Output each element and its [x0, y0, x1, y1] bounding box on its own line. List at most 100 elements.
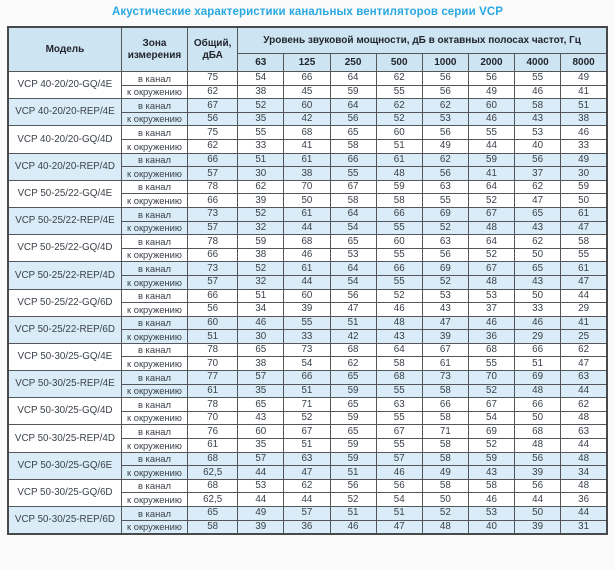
octave-2000-ambient: 48 — [467, 274, 516, 290]
octave-250-duct: 65 — [329, 125, 377, 140]
octave-2000-duct: 56 — [467, 71, 516, 86]
model-group-VCP 50-30/25-GQ/6E: VCP 50-30/25-GQ/6E в канал 68 57 63 59 57 58 59 5… — [7, 451, 608, 480]
octave-125-duct: 70 — [283, 179, 331, 195]
octave-63-ambient: 39 — [237, 519, 285, 535]
octave-8000-duct: 59 — [560, 179, 608, 195]
octave-63-duct: 53 — [237, 478, 285, 494]
octave-8000-ambient: 44 — [560, 383, 608, 399]
octave-4000-ambient: 43 — [514, 111, 562, 127]
model-name: VCP 40-20/20-GQ/4D — [7, 125, 122, 154]
model-group-VCP 40-20/20-GQ/4E: VCP 40-20/20-GQ/4E в канал 75 54 66 64 62 56 56 5… — [7, 70, 608, 100]
octave-63-ambient: 30 — [237, 166, 285, 181]
octave-8000-ambient: 47 — [560, 356, 608, 372]
zone-label-ambient: к окружению — [120, 383, 189, 399]
model-name: VCP 40-20/20-REP/4E — [7, 98, 122, 127]
octave-250-ambient: 58 — [329, 138, 377, 154]
octave-63-duct: 57 — [237, 451, 285, 467]
octave-250-ambient: 58 — [329, 193, 377, 208]
octave-63-ambient: 32 — [237, 274, 285, 290]
total-dba-ambient: 66 — [187, 193, 239, 208]
octave-8000-duct: 62 — [560, 342, 608, 358]
octave-8000-duct: 51 — [560, 98, 608, 113]
octave-125-duct: 66 — [283, 370, 331, 385]
octave-125-duct: 61 — [283, 152, 331, 168]
octave-4000-ambient: 46 — [514, 84, 562, 100]
octave-63-duct: 65 — [237, 397, 285, 412]
octave-4000-duct: 66 — [514, 342, 562, 358]
row-duct: VCP 50-30/25-REP/6D в канал 65 49 57 51 51 52 53… — [7, 506, 608, 535]
octave-125-duct: 61 — [283, 261, 331, 276]
octave-1000-duct: 56 — [421, 125, 469, 140]
row-ambient: к окружению 51 30 33 42 43 39 36 29 25 — [8, 329, 608, 344]
octave-500-ambient: 51 — [375, 138, 423, 154]
zone-label-ambient: к окружению — [120, 302, 189, 317]
octave-63-ambient: 34 — [237, 302, 285, 317]
octave-500-duct: 66 — [375, 206, 423, 222]
octave-250-duct: 64 — [329, 261, 377, 276]
octave-8000-duct: 62 — [560, 397, 608, 412]
total-dba-ambient: 58 — [187, 519, 239, 535]
model-group-VCP 50-30/25-REP/4D: VCP 50-30/25-REP/4D в канал 76 60 67 65 67 71 69… — [7, 424, 608, 453]
octave-1000-ambient: 39 — [421, 329, 469, 344]
frequency-header-125: 125 — [283, 53, 331, 72]
octave-4000-duct: 50 — [514, 506, 562, 521]
octave-500-duct: 57 — [375, 451, 423, 467]
octave-63-ambient: 35 — [237, 111, 285, 127]
model-group-VCP 50-30/25-GQ/4E: VCP 50-30/25-GQ/4E в канал 78 65 73 68 64 67 68 6… — [7, 342, 608, 372]
octave-8000-duct: 63 — [560, 424, 608, 440]
octave-2000-ambient: 44 — [467, 138, 516, 154]
octave-125-ambient: 41 — [283, 138, 331, 154]
total-dba-duct: 60 — [187, 315, 239, 331]
octave-1000-duct: 69 — [421, 206, 469, 222]
zone-label-ambient: к окружению — [120, 274, 189, 290]
col-header-zone: Зона измерения — [120, 26, 189, 72]
octave-63-duct: 51 — [237, 152, 285, 168]
octave-4000-duct: 56 — [514, 478, 562, 494]
octave-2000-duct: 46 — [467, 315, 516, 331]
octave-4000-duct: 66 — [514, 397, 562, 412]
octave-63-ambient: 43 — [237, 410, 285, 426]
model-name: VCP 50-25/22-REP/6D — [7, 315, 122, 344]
octave-500-duct: 64 — [375, 342, 423, 358]
octave-250-ambient: 56 — [329, 111, 377, 127]
octave-500-duct: 51 — [375, 506, 423, 521]
frequency-header-250: 250 — [329, 53, 377, 72]
octave-500-ambient: 48 — [375, 166, 423, 181]
zone-label-duct: в канал — [120, 152, 189, 168]
octave-250-ambient: 42 — [329, 329, 377, 344]
total-dba-ambient: 66 — [187, 247, 239, 263]
octave-250-duct: 51 — [329, 315, 377, 331]
octave-63-duct: 59 — [237, 234, 285, 249]
octave-8000-duct: 58 — [560, 234, 608, 249]
octave-8000-ambient: 29 — [560, 302, 608, 317]
total-dba-duct: 67 — [187, 98, 239, 113]
octave-4000-duct: 55 — [514, 71, 562, 86]
octave-125-ambient: 52 — [283, 410, 331, 426]
octave-125-ambient: 36 — [283, 519, 331, 535]
octave-250-duct: 56 — [329, 288, 377, 304]
total-dba-duct: 78 — [187, 179, 239, 195]
octave-63-ambient: 35 — [237, 438, 285, 453]
octave-4000-ambient: 33 — [514, 302, 562, 317]
octave-250-duct: 64 — [329, 71, 377, 86]
zone-label-ambient: к окружению — [120, 111, 189, 127]
octave-8000-duct: 41 — [560, 315, 608, 331]
octave-2000-ambient: 41 — [467, 166, 516, 181]
octave-1000-ambient: 56 — [421, 247, 469, 263]
octave-250-ambient: 55 — [329, 166, 377, 181]
octave-63-duct: 46 — [237, 315, 285, 331]
octave-4000-ambient: 44 — [514, 492, 562, 507]
model-group-VCP 40-20/20-REP/4E: VCP 40-20/20-REP/4E в канал 67 52 60 64 62 62 60… — [7, 98, 608, 127]
model-group-VCP 50-25/22-REP/6D: VCP 50-25/22-REP/6D в канал 60 46 55 51 48 47 46… — [7, 315, 608, 344]
octave-500-ambient: 55 — [375, 274, 423, 290]
zone-label-duct: в канал — [120, 234, 189, 249]
octave-1000-ambient: 56 — [421, 84, 469, 100]
octave-125-duct: 66 — [283, 71, 331, 86]
octave-4000-duct: 65 — [514, 261, 562, 276]
total-dba-duct: 65 — [187, 506, 239, 521]
octave-125-ambient: 54 — [283, 356, 331, 372]
octave-1000-duct: 63 — [421, 234, 469, 249]
octave-250-ambient: 59 — [329, 84, 377, 100]
octave-4000-duct: 69 — [514, 370, 562, 385]
row-ambient: к окружению 57 32 44 54 55 52 48 43 47 — [8, 220, 608, 236]
